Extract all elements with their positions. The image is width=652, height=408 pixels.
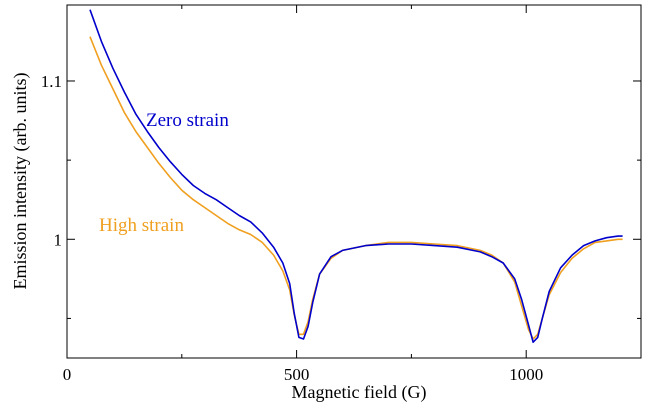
y-tick-label: 1.1 xyxy=(41,72,62,91)
x-tick-label: 1000 xyxy=(509,365,543,384)
plot-frame xyxy=(66,4,642,359)
axis-ticks: 0 500 1000 1 1.1 xyxy=(41,5,642,384)
x-tick-label: 0 xyxy=(63,365,72,384)
series-label-high-strain: High strain xyxy=(99,215,184,236)
y-axis-label: Emission intensity (arb. units) xyxy=(10,73,31,290)
series-line-high-strain xyxy=(89,36,623,340)
y-tick-label: 1 xyxy=(54,230,63,249)
series-label-zero-strain: Zero strain xyxy=(146,110,229,131)
x-tick-label: 500 xyxy=(284,365,310,384)
series-layer xyxy=(89,9,623,343)
x-axis-label: Magnetic field (G) xyxy=(292,382,427,403)
series-line-zero-strain xyxy=(89,9,623,343)
